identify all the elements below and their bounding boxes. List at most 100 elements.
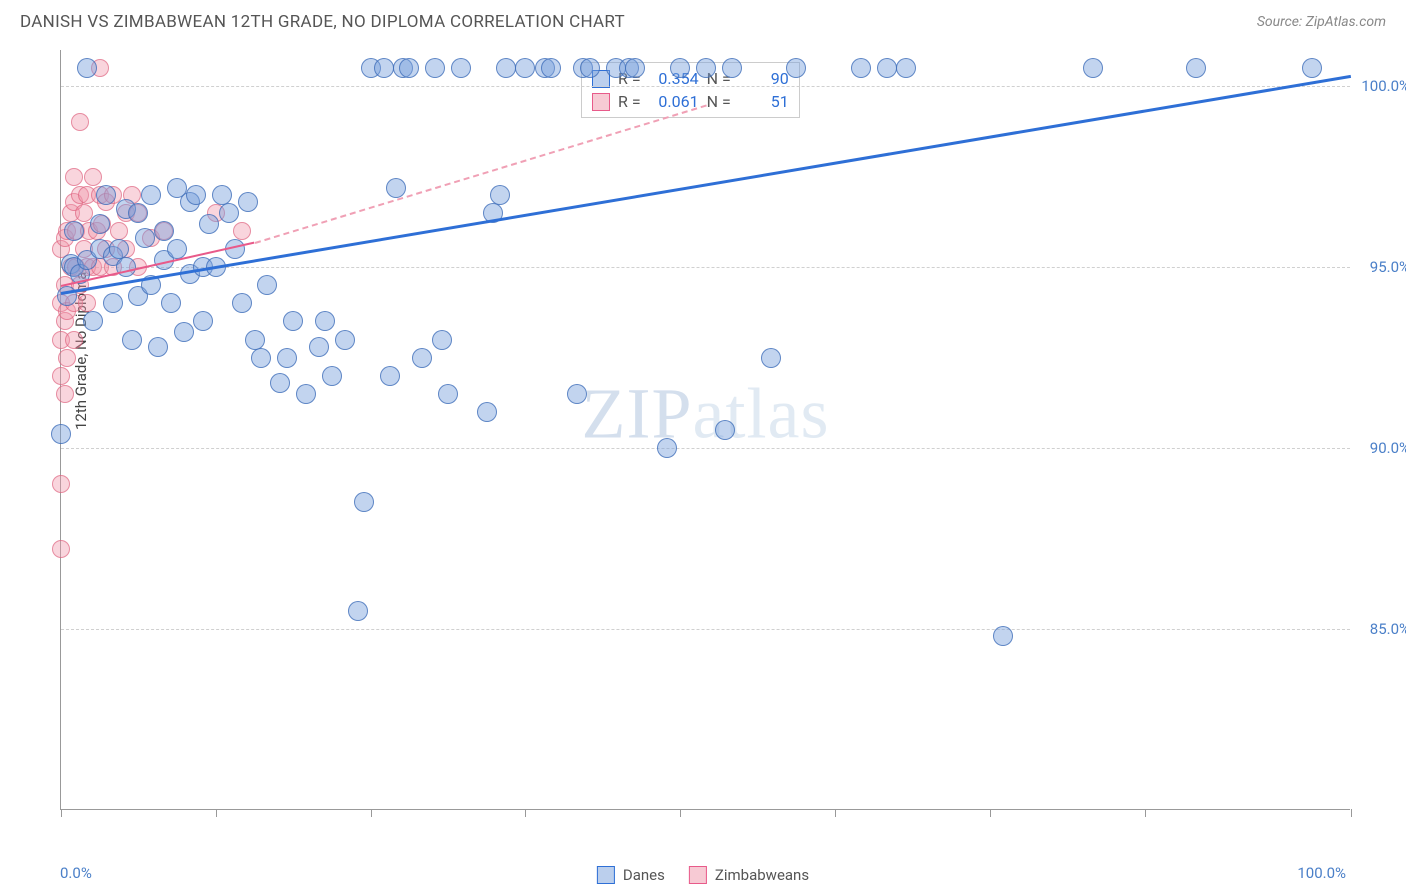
- scatter-point-dane: [412, 348, 432, 368]
- scatter-point-dane: [380, 366, 400, 386]
- x-tick: [525, 809, 526, 817]
- scatter-point-zimbabwean: [65, 331, 83, 349]
- swatch-pink-icon: [689, 866, 707, 884]
- scatter-point-dane: [761, 348, 781, 368]
- scatter-point-dane: [141, 185, 161, 205]
- scatter-point-dane: [77, 58, 97, 78]
- scatter-point-dane: [515, 58, 535, 78]
- scatter-point-dane: [245, 330, 265, 350]
- scatter-point-dane: [296, 384, 316, 404]
- scatter-point-dane: [96, 185, 116, 205]
- scatter-point-dane: [715, 420, 735, 440]
- y-tick-label: 100.0%: [1361, 77, 1406, 95]
- scatter-point-dane: [199, 214, 219, 234]
- n-value-danes: 90: [739, 69, 789, 88]
- x-axis-max-label: 100.0%: [1297, 864, 1346, 882]
- scatter-point-dane: [51, 424, 71, 444]
- scatter-point-dane: [122, 330, 142, 350]
- scatter-point-dane: [1186, 58, 1206, 78]
- scatter-point-dane: [1302, 58, 1322, 78]
- scatter-point-dane: [496, 58, 516, 78]
- scatter-point-dane: [257, 275, 277, 295]
- swatch-pink-icon: [592, 93, 610, 111]
- scatter-point-dane: [625, 58, 645, 78]
- gridline: [61, 629, 1350, 630]
- scatter-point-dane: [161, 293, 181, 313]
- scatter-point-dane: [238, 192, 258, 212]
- scatter-point-dane: [877, 58, 897, 78]
- scatter-point-dane: [167, 239, 187, 259]
- y-tick-label: 95.0%: [1370, 258, 1406, 276]
- scatter-point-dane: [896, 58, 916, 78]
- scatter-point-dane: [851, 58, 871, 78]
- scatter-point-zimbabwean: [84, 168, 102, 186]
- scatter-point-zimbabwean: [52, 367, 70, 385]
- scatter-point-dane: [232, 293, 252, 313]
- chart-title: DANISH VS ZIMBABWEAN 12TH GRADE, NO DIPL…: [20, 12, 625, 32]
- scatter-point-zimbabwean: [233, 222, 251, 240]
- scatter-point-dane: [670, 58, 690, 78]
- scatter-point-dane: [174, 322, 194, 342]
- scatter-point-dane: [219, 203, 239, 223]
- r-label: R =: [618, 92, 641, 111]
- x-axis-min-label: 0.0%: [60, 864, 92, 882]
- scatter-point-dane: [399, 58, 419, 78]
- x-tick: [61, 809, 62, 817]
- gridline: [61, 86, 1350, 87]
- scatter-point-dane: [786, 58, 806, 78]
- scatter-point-dane: [283, 311, 303, 331]
- source-label: Source: ZipAtlas.com: [1257, 14, 1386, 30]
- scatter-point-dane: [186, 185, 206, 205]
- scatter-point-dane: [277, 348, 297, 368]
- legend-danes: Danes: [623, 866, 665, 884]
- scatter-point-dane: [148, 337, 168, 357]
- scatter-point-dane: [103, 293, 123, 313]
- watermark: ZIPatlas: [582, 373, 830, 456]
- x-tick: [1351, 809, 1352, 817]
- scatter-point-zimbabwean: [78, 294, 96, 312]
- scatter-point-zimbabwean: [56, 385, 74, 403]
- scatter-point-dane: [657, 438, 677, 458]
- scatter-point-zimbabwean: [58, 349, 76, 367]
- x-tick: [680, 809, 681, 817]
- x-tick: [216, 809, 217, 817]
- scatter-point-dane: [154, 221, 174, 241]
- scatter-point-dane: [354, 492, 374, 512]
- scatter-point-dane: [993, 626, 1013, 646]
- scatter-point-dane: [580, 58, 600, 78]
- scatter-point-dane: [425, 58, 445, 78]
- scatter-point-dane: [348, 601, 368, 621]
- n-value-zim: 51: [739, 92, 789, 111]
- scatter-point-dane: [64, 221, 84, 241]
- scatter-point-dane: [270, 373, 290, 393]
- legend-zim: Zimbabweans: [715, 866, 809, 884]
- chart-canvas: 12th Grade, No Diploma ZIPatlas R = 0.35…: [60, 50, 1350, 810]
- scatter-point-zimbabwean: [65, 168, 83, 186]
- scatter-point-zimbabwean: [110, 222, 128, 240]
- scatter-point-dane: [722, 58, 742, 78]
- x-tick: [1145, 809, 1146, 817]
- series-legend: Danes Zimbabweans: [597, 866, 809, 884]
- scatter-point-dane: [322, 366, 342, 386]
- scatter-point-dane: [696, 58, 716, 78]
- scatter-point-dane: [116, 257, 136, 277]
- y-tick-label: 90.0%: [1370, 439, 1406, 457]
- scatter-point-dane: [135, 228, 155, 248]
- scatter-point-dane: [438, 384, 458, 404]
- scatter-point-zimbabwean: [52, 540, 70, 558]
- scatter-point-dane: [541, 58, 561, 78]
- scatter-point-dane: [212, 185, 232, 205]
- scatter-point-dane: [251, 348, 271, 368]
- scatter-point-dane: [490, 185, 510, 205]
- scatter-point-dane: [90, 214, 110, 234]
- scatter-point-dane: [567, 384, 587, 404]
- scatter-point-dane: [477, 402, 497, 422]
- scatter-point-dane: [128, 203, 148, 223]
- scatter-point-dane: [315, 311, 335, 331]
- x-tick: [371, 809, 372, 817]
- scatter-point-dane: [386, 178, 406, 198]
- scatter-point-dane: [451, 58, 471, 78]
- x-tick: [990, 809, 991, 817]
- swatch-blue-icon: [597, 866, 615, 884]
- scatter-point-dane: [335, 330, 355, 350]
